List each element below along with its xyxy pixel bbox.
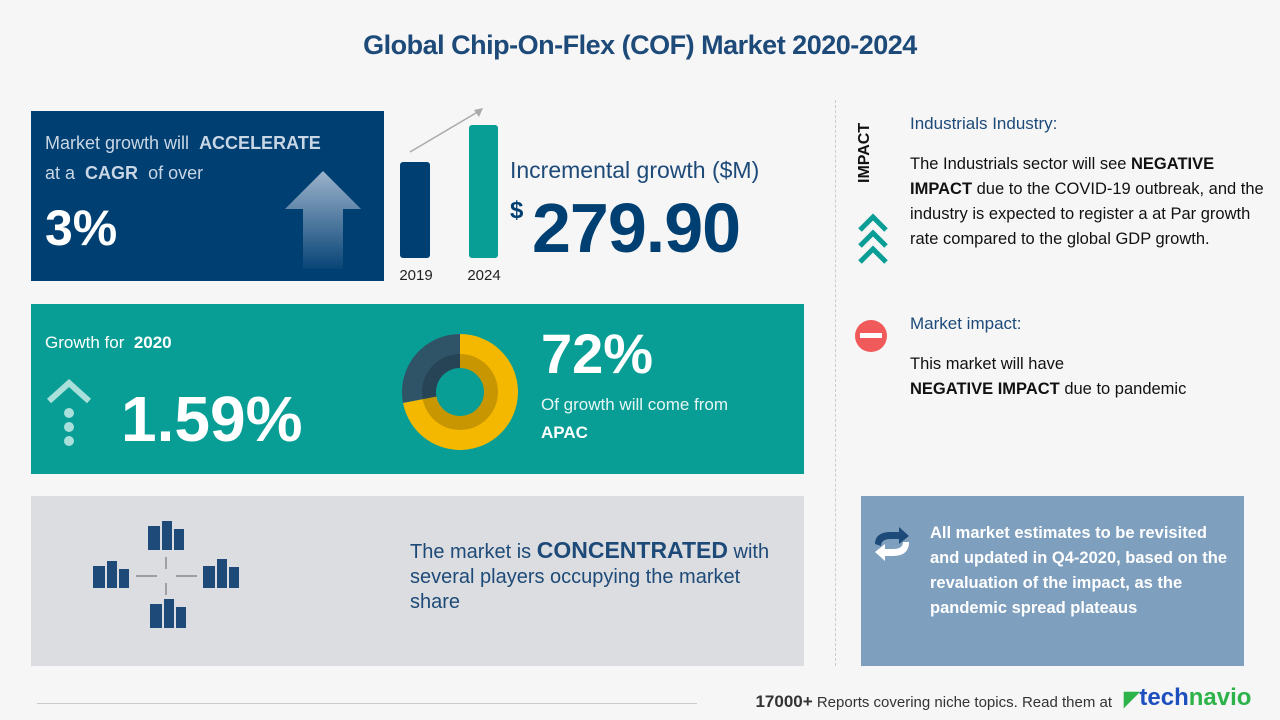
cagr-text: at a [45, 163, 76, 183]
cagr-value: 3% [45, 200, 118, 256]
industry-heading: Industrials Industry: [910, 114, 1058, 133]
industry-pre: The Industrials sector will see [910, 155, 1127, 173]
accelerate-label: ACCELERATE [199, 133, 321, 153]
market-impact-heading: Market impact: [910, 314, 1022, 333]
impact-vertical-label: IMPACT [856, 122, 873, 184]
estimates-note: All market estimates to be revisited and… [930, 524, 1228, 617]
bar-label: 2019 [399, 267, 432, 284]
currency-symbol: $ [510, 197, 524, 224]
growth-label: Growth for 2020 [45, 333, 172, 353]
growth-year: 2020 [133, 333, 172, 352]
concentration-panel: The market is CONCENTRATED with several … [31, 496, 804, 666]
up-arrow-icon [285, 171, 361, 269]
refresh-icon [875, 527, 909, 561]
bar-label: 2024 [467, 267, 500, 284]
industry-text: The Industrials sector will see NEGATIVE… [910, 152, 1275, 252]
logo-mark-icon: ◤ [1124, 688, 1140, 710]
region-donut [402, 334, 518, 450]
market-post: due to pandemic [1064, 380, 1187, 398]
concentration-text: The market is CONCENTRATED with several … [410, 538, 790, 615]
growth-value: 1.59% [121, 383, 303, 455]
bar-2024 [469, 125, 498, 258]
negative-impact-label: NEGATIVE IMPACT [910, 155, 1215, 198]
logo-text-a: tech [1139, 684, 1189, 711]
logo-text-b: navio [1188, 684, 1252, 711]
trend-arrow-icon [474, 108, 483, 117]
incremental-value: 279.90 [532, 189, 741, 267]
region-name: APAC [541, 423, 588, 442]
cagr-text: Market growth will [45, 133, 190, 153]
growth-arrow-icon [46, 379, 92, 446]
estimates-note-panel: All market estimates to be revisited and… [861, 496, 1244, 666]
growth-bars: 2019 2024 [399, 108, 501, 284]
concentration-rest: with several players occupying the marke… [410, 541, 770, 613]
growth-panel: Growth for 2020 1.59% 72% Of growth will… [31, 304, 804, 474]
negative-impact-label: NEGATIVE IMPACT [910, 380, 1060, 398]
region-share: 72% [541, 322, 654, 385]
footer-text: 17000+ Reports covering niche topics. Re… [755, 692, 1112, 712]
cagr-line2: at a CAGR of over [45, 163, 203, 184]
region-text: Of growth will come from [541, 395, 729, 414]
industry-post: due to the COVID-19 outbreak, and the in… [910, 180, 1264, 248]
minus-circle-icon [855, 320, 887, 352]
footer-rule [37, 703, 697, 704]
cagr-text: of over [148, 163, 204, 183]
concentration-pre: The market is [410, 541, 532, 563]
cagr-line1: Market growth will ACCELERATE [45, 133, 321, 154]
technavio-logo[interactable]: ◤technavio [1124, 684, 1251, 712]
cagr-panel: Market growth will ACCELERATE at a CAGR … [31, 111, 384, 281]
market-pre: This market will have [910, 355, 1065, 373]
market-impact-text: This market will have NEGATIVE IMPACT due… [910, 352, 1250, 402]
footer-caption: Reports covering niche topics. Read them… [816, 694, 1112, 711]
chevrons-up-icon [858, 213, 888, 264]
concentration-label: CONCENTRATED [536, 537, 728, 563]
buildings-icon [93, 521, 239, 628]
trend-line [409, 109, 482, 153]
divider [835, 100, 836, 666]
donut-hole [436, 368, 484, 416]
report-count: 17000+ [755, 692, 813, 711]
incremental-heading: Incremental growth ($M) [510, 157, 760, 183]
growth-text: Growth for [45, 333, 125, 352]
bar-2019 [400, 162, 430, 258]
page-title: Global Chip-On-Flex (COF) Market 2020-20… [363, 30, 917, 60]
cagr-label: CAGR [85, 163, 139, 183]
